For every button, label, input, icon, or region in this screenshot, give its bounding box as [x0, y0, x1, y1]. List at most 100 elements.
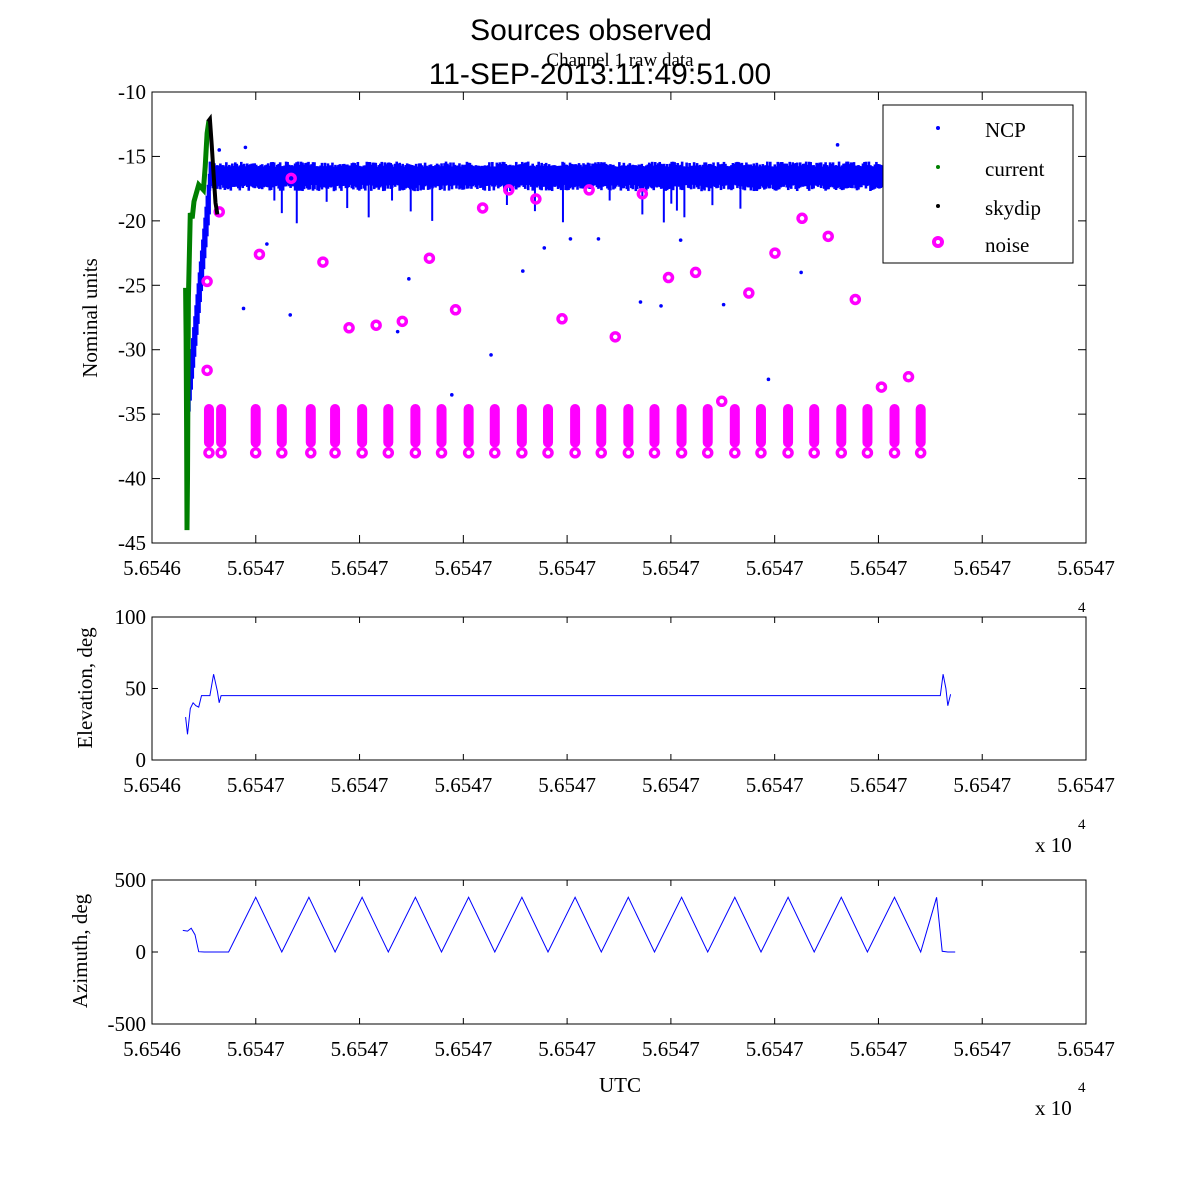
- x-tick-label: 5.6546: [123, 1037, 181, 1061]
- y-tick-label: -40: [118, 467, 146, 491]
- noise-point: [516, 447, 528, 459]
- noise-point: [249, 447, 262, 459]
- ncp-point: [243, 145, 248, 150]
- noise-point: [769, 247, 781, 259]
- x-tick-label: 5.6547: [331, 556, 389, 580]
- panel3-exponent: 4: [1078, 1080, 1086, 1096]
- noise-point: [808, 447, 820, 459]
- x-tick-label: 5.6547: [642, 1037, 700, 1061]
- legend-box: [882, 104, 1074, 264]
- panel1-title: Channel 1 raw data: [546, 50, 694, 71]
- y-tick-label: -35: [118, 402, 146, 426]
- x-tick-label: 5.6547: [227, 773, 285, 797]
- x-tick-label: 5.6547: [953, 773, 1011, 797]
- x-tick-label: 5.6547: [227, 556, 285, 580]
- panel2-ylabel: Elevation, deg: [73, 627, 97, 749]
- y-tick-label: 0: [136, 748, 147, 772]
- skydip-trace: [206, 113, 220, 215]
- noise-point: [675, 447, 688, 459]
- noise-point: [423, 252, 436, 264]
- panel1-ncp-band: [186, 143, 886, 434]
- noise-point: [636, 188, 649, 200]
- noise-point: [203, 447, 215, 459]
- noise-point: [435, 447, 448, 459]
- x-tick-label: 5.6547: [642, 773, 700, 797]
- x-tick-label: 5.6547: [850, 556, 908, 580]
- x-tick-label: 5.6547: [953, 1037, 1011, 1061]
- ncp-point: [395, 329, 400, 334]
- x-tick-label: 5.6547: [434, 773, 492, 797]
- ncp-point: [568, 237, 573, 241]
- ncp-point: [265, 242, 269, 246]
- legend-marker-ncp: [936, 126, 940, 130]
- panel3-ylabel: Azimuth, deg: [68, 893, 92, 1008]
- ncp-point: [855, 170, 859, 174]
- x-tick-label: 5.6547: [538, 1037, 596, 1061]
- noise-point: [253, 248, 266, 261]
- y-tick-label: 50: [125, 677, 146, 701]
- ncp-point: [721, 302, 726, 307]
- ncp-point: [288, 313, 293, 317]
- y-tick-label: -20: [118, 209, 146, 233]
- noise-point: [285, 172, 297, 185]
- noise-point: [729, 447, 741, 459]
- panel1-plot: 5.6546 5.6547 5.6547 5.6547 5.6547 5.6547 5.65…: [78, 80, 1115, 580]
- y-tick-label: -25: [118, 273, 146, 297]
- noise-point: [743, 287, 755, 299]
- ncp-point: [799, 270, 803, 275]
- x-tick-label: 5.6547: [331, 773, 389, 797]
- noise-point: [609, 331, 622, 343]
- noise-point: [914, 447, 927, 459]
- y-tick-label: -15: [118, 144, 146, 168]
- noise-point: [902, 371, 915, 383]
- x-tick-label: 5.6546: [123, 773, 181, 797]
- figure-subtitle: 11-SEP-2013:11:49:51.00: [429, 58, 771, 91]
- panel3-xlabel: UTC: [599, 1073, 641, 1097]
- azimuth-line: [182, 896, 956, 954]
- noise-point: [449, 304, 462, 316]
- y-tick-label: 0: [136, 940, 147, 964]
- legend-label-noise: noise: [985, 233, 1029, 257]
- ncp-point: [407, 277, 411, 281]
- legend-marker-noise: [932, 236, 944, 248]
- legend-label-current: current: [985, 157, 1045, 181]
- x-tick-label: 5.6547: [1057, 773, 1115, 797]
- panel1-ticks: 5.6546 5.6547 5.6547 5.6547 5.6547 5.6547 5.65…: [118, 80, 1115, 580]
- panel1-current: [183, 119, 212, 531]
- noise-point: [317, 256, 329, 268]
- x-tick-label: 5.6547: [746, 1037, 804, 1061]
- x-tick-label: 5.6547: [1057, 1037, 1115, 1061]
- ncp-point: [542, 246, 547, 250]
- noise-point: [715, 395, 728, 408]
- x-tick-label: 5.6547: [850, 1037, 908, 1061]
- legend-label-skydip: skydip: [985, 196, 1041, 220]
- elevation-line: [185, 674, 952, 735]
- noise-point: [782, 447, 794, 459]
- panel3-plot: 5.6546 5.6547 5.6547 5.6547 5.6547 5.6547 5.65…: [68, 868, 1115, 1120]
- noise-point: [201, 364, 213, 377]
- ncp-point: [835, 143, 840, 147]
- y-tick-label: -10: [118, 80, 146, 104]
- ncp-point: [596, 237, 601, 241]
- figure-title: Sources observed: [470, 14, 712, 47]
- panel2-ticks: 5.6546 5.6547 5.6547 5.6547 5.6547 5.6547 5.65…: [115, 605, 1115, 797]
- noise-point: [503, 184, 515, 196]
- noise-point: [396, 315, 409, 328]
- x-tick-label: 5.6547: [538, 556, 596, 580]
- ncp-point: [766, 377, 771, 382]
- y-tick-label: 100: [115, 605, 147, 629]
- x-tick-label: 5.6547: [642, 556, 700, 580]
- panel3-ticks: 5.6546 5.6547 5.6547 5.6547 5.6547 5.6547 5.65…: [108, 868, 1115, 1061]
- noise-point: [595, 447, 608, 459]
- ncp-point: [489, 353, 493, 357]
- noise-point: [689, 266, 702, 279]
- noise-point: [343, 322, 355, 334]
- panel1-noise: [201, 172, 927, 459]
- legend-marker-current: [936, 165, 940, 169]
- y-tick-label: 500: [115, 868, 147, 892]
- panel3-multiplier: x 10: [1035, 1096, 1072, 1120]
- noise-point: [569, 447, 581, 459]
- noise-point: [215, 447, 227, 459]
- noise-point: [305, 447, 317, 459]
- ncp-point: [450, 393, 454, 397]
